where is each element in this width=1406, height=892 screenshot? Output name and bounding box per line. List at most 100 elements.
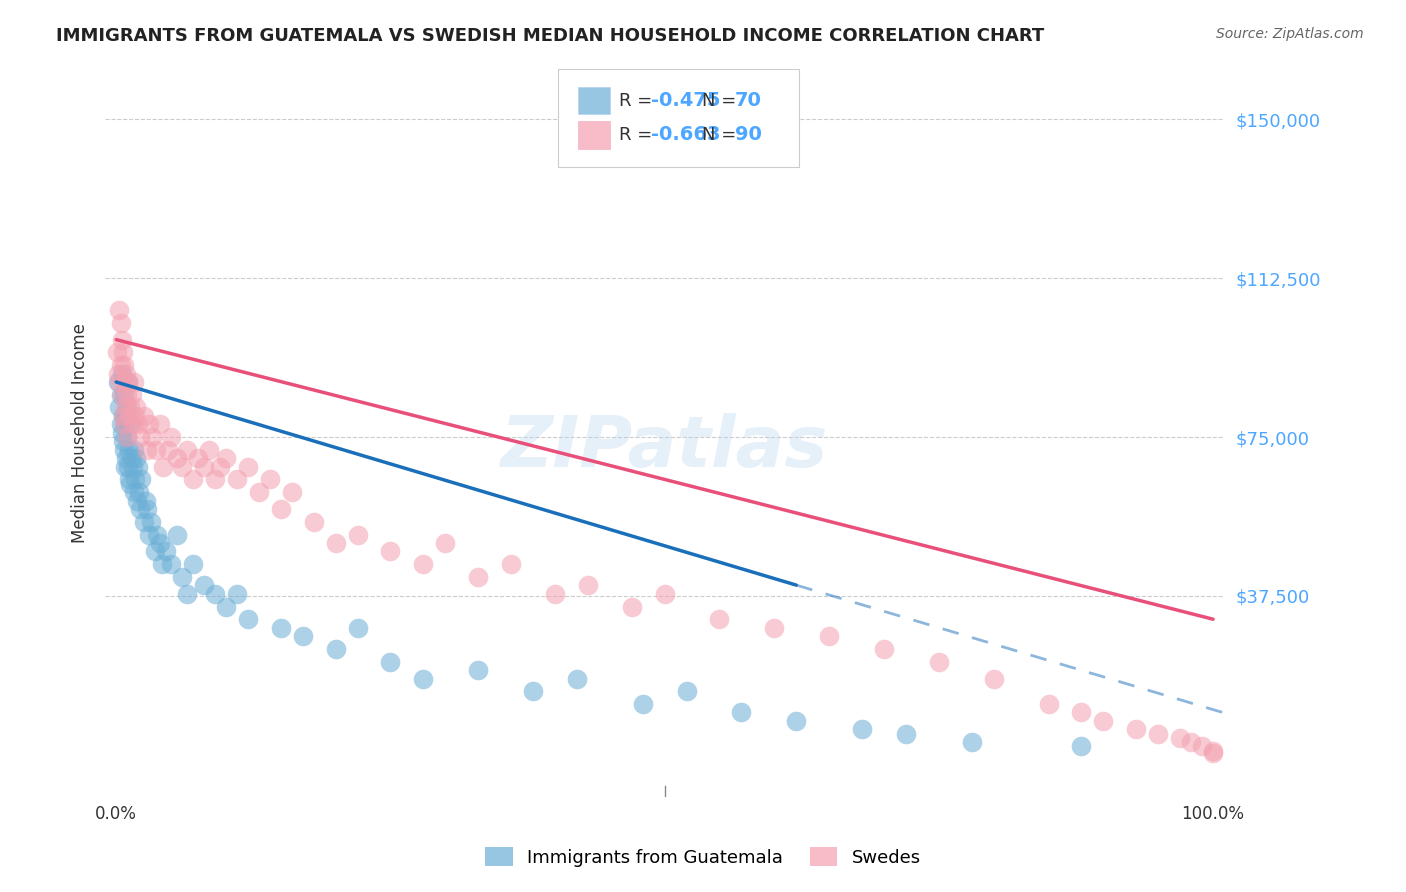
Point bbox=[215, 599, 238, 614]
Point bbox=[124, 472, 146, 486]
Text: R =: R = bbox=[619, 126, 658, 144]
Point bbox=[135, 442, 157, 457]
Point bbox=[1191, 739, 1213, 754]
Point bbox=[132, 409, 155, 423]
Point bbox=[114, 459, 136, 474]
Point bbox=[107, 375, 129, 389]
Point bbox=[110, 417, 132, 432]
Point bbox=[111, 409, 134, 423]
Point bbox=[166, 451, 188, 466]
Point bbox=[176, 442, 198, 457]
Text: 90: 90 bbox=[735, 125, 762, 145]
Point bbox=[105, 345, 128, 359]
Point bbox=[983, 672, 1005, 686]
Point bbox=[143, 544, 166, 558]
Point bbox=[1038, 697, 1060, 711]
Point bbox=[124, 409, 146, 423]
Point bbox=[121, 451, 143, 466]
Point bbox=[565, 672, 588, 686]
Point bbox=[467, 570, 489, 584]
Text: R =: R = bbox=[619, 92, 658, 110]
Text: IMMIGRANTS FROM GUATEMALA VS SWEDISH MEDIAN HOUSEHOLD INCOME CORRELATION CHART: IMMIGRANTS FROM GUATEMALA VS SWEDISH MED… bbox=[56, 27, 1045, 45]
Point bbox=[620, 599, 643, 614]
Point bbox=[111, 409, 134, 423]
Point bbox=[115, 401, 138, 415]
Point bbox=[141, 515, 163, 529]
Point bbox=[280, 485, 302, 500]
Point bbox=[122, 375, 145, 389]
Point bbox=[894, 726, 917, 740]
Point bbox=[176, 587, 198, 601]
Point bbox=[110, 358, 132, 372]
Point bbox=[763, 621, 786, 635]
Point bbox=[291, 629, 314, 643]
Point bbox=[114, 375, 136, 389]
Point bbox=[193, 578, 215, 592]
Point bbox=[115, 387, 138, 401]
Point bbox=[187, 451, 209, 466]
Point bbox=[170, 459, 193, 474]
Text: N =: N = bbox=[702, 126, 741, 144]
Point bbox=[851, 723, 873, 737]
Point bbox=[149, 536, 172, 550]
Point bbox=[112, 442, 135, 457]
Point bbox=[166, 527, 188, 541]
Point bbox=[785, 714, 807, 728]
Point bbox=[107, 367, 129, 381]
Point bbox=[522, 684, 544, 698]
Point bbox=[127, 417, 149, 432]
Point bbox=[115, 430, 138, 444]
FancyBboxPatch shape bbox=[558, 69, 799, 167]
Point bbox=[121, 459, 143, 474]
Point bbox=[412, 557, 434, 571]
Point bbox=[115, 409, 138, 423]
Point bbox=[145, 442, 167, 457]
Text: -0.663: -0.663 bbox=[651, 125, 721, 145]
Point bbox=[654, 587, 676, 601]
Point bbox=[181, 557, 204, 571]
Point bbox=[115, 430, 138, 444]
Point bbox=[467, 663, 489, 677]
FancyBboxPatch shape bbox=[578, 121, 610, 149]
Point bbox=[380, 655, 402, 669]
Point bbox=[236, 612, 259, 626]
Point bbox=[129, 502, 152, 516]
Point bbox=[118, 472, 141, 486]
Point bbox=[108, 375, 131, 389]
Point bbox=[709, 612, 731, 626]
Point bbox=[225, 472, 247, 486]
Point bbox=[118, 409, 141, 423]
Text: 70: 70 bbox=[735, 91, 762, 110]
Point bbox=[209, 459, 232, 474]
Point bbox=[149, 417, 172, 432]
Point bbox=[818, 629, 841, 643]
Point bbox=[115, 367, 138, 381]
Point bbox=[110, 316, 132, 330]
Point bbox=[117, 375, 139, 389]
Point bbox=[111, 345, 134, 359]
Point bbox=[544, 587, 567, 601]
Point bbox=[111, 387, 134, 401]
Point bbox=[225, 587, 247, 601]
Point bbox=[1070, 739, 1092, 754]
FancyBboxPatch shape bbox=[578, 87, 610, 114]
Text: N =: N = bbox=[702, 92, 741, 110]
Point bbox=[128, 485, 150, 500]
Point bbox=[131, 472, 153, 486]
Point bbox=[160, 430, 183, 444]
Point bbox=[434, 536, 457, 550]
Point bbox=[204, 472, 226, 486]
Point bbox=[127, 459, 149, 474]
Point bbox=[145, 527, 167, 541]
Point bbox=[125, 493, 148, 508]
Point bbox=[110, 387, 132, 401]
Point bbox=[117, 375, 139, 389]
Legend: Immigrants from Guatemala, Swedes: Immigrants from Guatemala, Swedes bbox=[478, 840, 928, 874]
Text: Source: ZipAtlas.com: Source: ZipAtlas.com bbox=[1216, 27, 1364, 41]
Point bbox=[576, 578, 599, 592]
Point bbox=[111, 367, 134, 381]
Text: ZIPatlas: ZIPatlas bbox=[501, 413, 828, 482]
Point bbox=[1168, 731, 1191, 745]
Point bbox=[112, 358, 135, 372]
Point bbox=[302, 515, 325, 529]
